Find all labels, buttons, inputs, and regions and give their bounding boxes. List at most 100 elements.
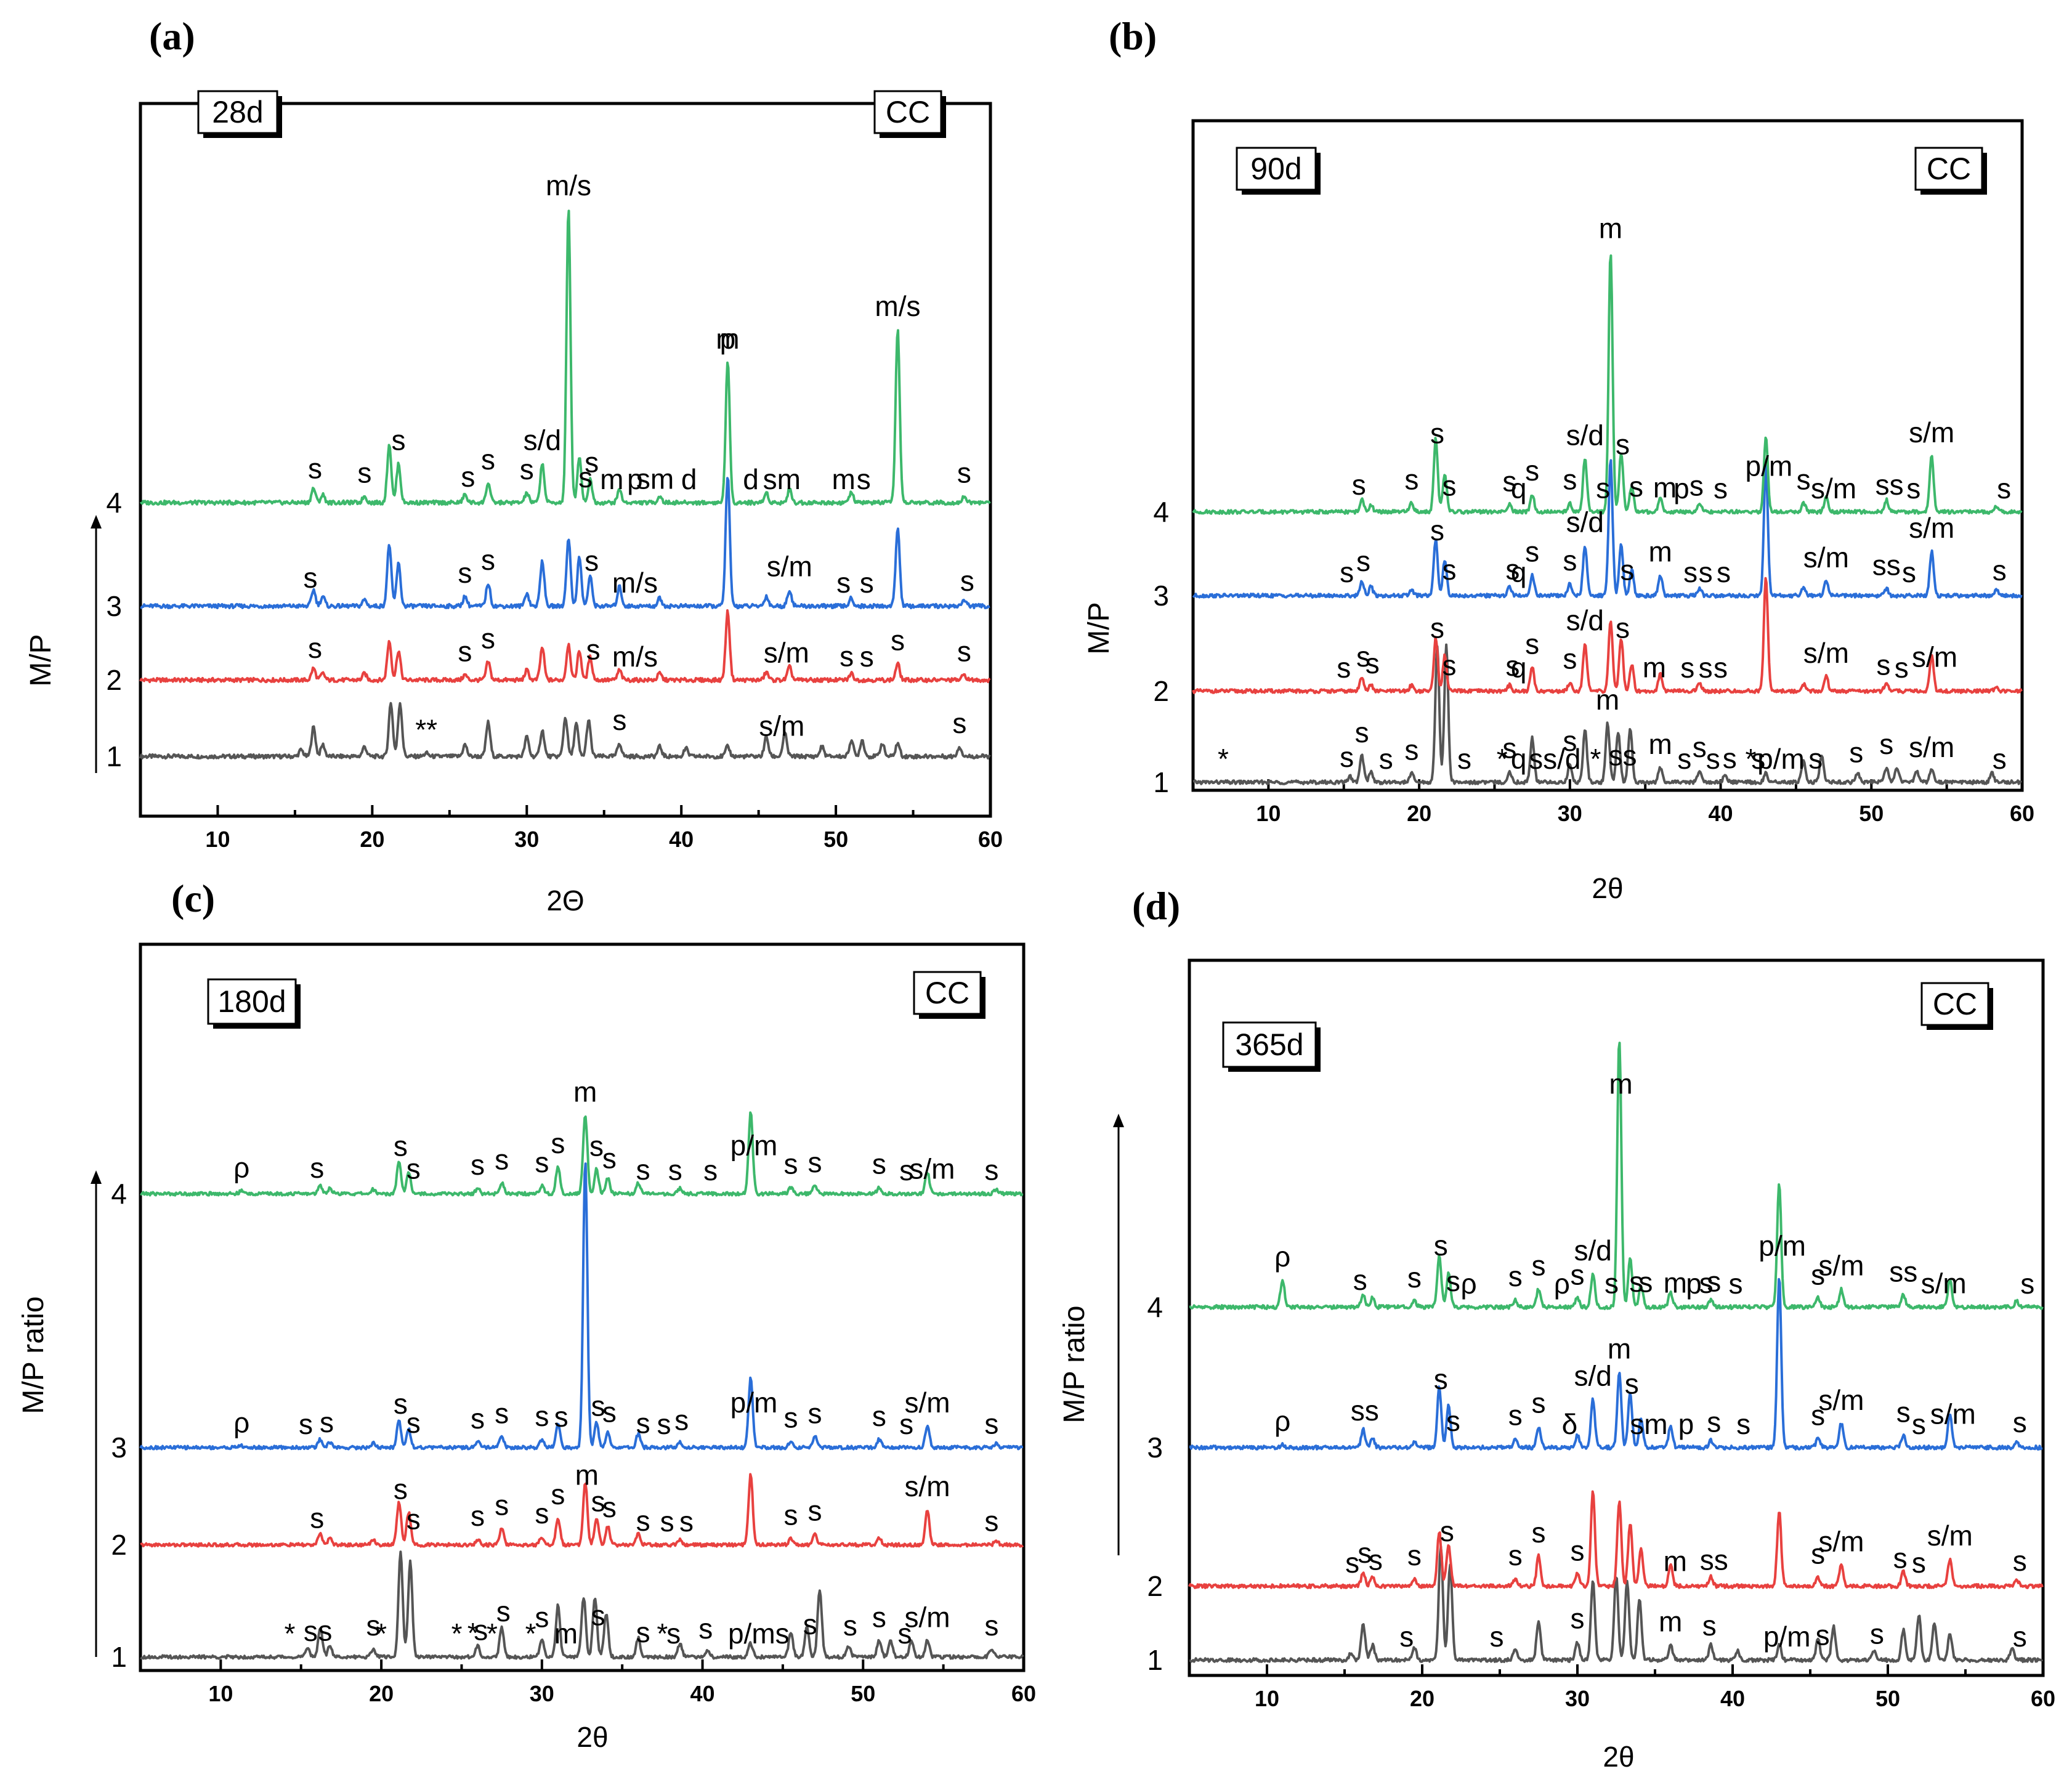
- cement-box-text: CC: [925, 976, 969, 1010]
- peak-label: s: [1620, 554, 1634, 586]
- x-tick-label: 30: [514, 827, 539, 852]
- age-box-text: 28d: [212, 95, 263, 129]
- peak-label: *: [467, 1617, 479, 1649]
- peak-label: s: [984, 1610, 998, 1642]
- peak-label: *: [451, 1618, 463, 1650]
- peak-label: s: [840, 640, 854, 672]
- peak-label: ss/d: [1529, 743, 1580, 775]
- peak-label: s: [481, 622, 495, 654]
- peak-label: s: [1797, 464, 1811, 496]
- peak-label: m: [832, 463, 855, 495]
- peak-label: s: [1356, 641, 1370, 673]
- peak-label: s: [407, 1153, 421, 1185]
- peak-label: ρ: [1554, 1268, 1570, 1300]
- age-box: [1236, 147, 1317, 191]
- peak-label: p/m: [1758, 1229, 1806, 1262]
- peak-label: s: [1366, 647, 1380, 679]
- peak-label: s: [636, 1407, 650, 1439]
- peak-label: s: [1808, 743, 1823, 775]
- plot-frame: [1188, 958, 2045, 1677]
- peak-label: s: [1707, 1406, 1721, 1438]
- peak-label: s: [1440, 1515, 1454, 1547]
- peak-label: s: [1997, 472, 2011, 504]
- peak-label: ss: [1876, 469, 1904, 501]
- peak-label: s: [957, 636, 971, 668]
- series-label-4: 4: [1147, 1291, 1163, 1323]
- peak-label: s: [1876, 649, 1890, 681]
- cement-box: [1920, 982, 1989, 1026]
- peak-label: ss: [1700, 1544, 1728, 1576]
- peak-label: m: [716, 323, 739, 355]
- peak-label: s: [1352, 469, 1366, 501]
- peak-label: s: [1379, 743, 1393, 775]
- peak-label: p/m: [1757, 743, 1805, 775]
- peak-label: *: [1746, 743, 1757, 775]
- peak-label: s: [1532, 1387, 1546, 1419]
- x-tick-label: 60: [2010, 801, 2034, 826]
- peak-label: p/ms: [728, 1618, 790, 1650]
- peak-label: d: [743, 463, 759, 495]
- peak-label: m: [600, 463, 623, 495]
- cement-box-text: CC: [1933, 987, 1977, 1021]
- peak-label: s: [1729, 1268, 1743, 1300]
- peak-label: s/d: [1566, 604, 1604, 636]
- peak-label: s: [1457, 743, 1471, 775]
- peak-label: *: [1218, 743, 1229, 775]
- series-label-4: 4: [111, 1178, 127, 1210]
- x-axis-label: 2θ: [577, 1721, 608, 1753]
- plot-frame: [1191, 119, 2024, 792]
- peak-label: *: [657, 1618, 668, 1650]
- peak-label: s: [984, 1505, 998, 1537]
- peak-label: s: [461, 461, 475, 493]
- peak-label: p: [720, 323, 736, 355]
- series-2-trace: [1192, 577, 2023, 694]
- series-4-trace: [1192, 254, 2023, 515]
- age-box-text: 180d: [217, 984, 286, 1019]
- peak-label: s/m: [905, 1602, 950, 1634]
- series-order-arrowhead: [1113, 1114, 1124, 1127]
- peak-label: m: [575, 1459, 599, 1491]
- peak-label: s: [304, 1615, 318, 1647]
- peak-label: s: [318, 1614, 332, 1646]
- peak-label: s: [860, 641, 874, 673]
- peak-label: s: [458, 557, 472, 589]
- series-label-1: 1: [106, 740, 122, 772]
- peak-label: s/m: [1930, 1398, 1976, 1430]
- peak-label: m: [1643, 652, 1666, 684]
- x-tick-label: 50: [1859, 801, 1884, 826]
- series-1-trace: [139, 702, 991, 760]
- peak-label: s: [1736, 1408, 1750, 1440]
- peak-label: s: [1430, 418, 1444, 450]
- peak-label: s/m: [1818, 1384, 1864, 1416]
- peak-label: s: [535, 1497, 549, 1529]
- series-label-2: 2: [111, 1529, 127, 1561]
- peak-label: s: [551, 1127, 565, 1159]
- x-tick-label: 60: [978, 827, 1003, 852]
- x-tick-label: 50: [851, 1681, 875, 1706]
- peak-label: s: [357, 456, 371, 488]
- peak-label: s: [394, 1473, 408, 1505]
- peak-label: s: [1702, 1610, 1717, 1642]
- series-order-arrowhead: [91, 1170, 102, 1184]
- peak-label: s: [984, 1408, 998, 1440]
- series-label-1: 1: [111, 1641, 127, 1673]
- peak-label: s: [1340, 741, 1354, 773]
- peak-label: s: [535, 1146, 549, 1178]
- peak-label: s: [585, 545, 599, 577]
- peak-label: s: [586, 634, 601, 666]
- age-box: [1222, 1021, 1317, 1068]
- peak-label: s: [803, 1608, 817, 1640]
- peak-label: s: [591, 1485, 605, 1517]
- peak-label: s: [957, 456, 971, 488]
- peak-label: s: [1532, 1517, 1546, 1549]
- series-4-trace: [140, 1111, 1024, 1197]
- peak-label: sm: [1630, 1408, 1667, 1440]
- peak-label: s: [1683, 556, 1698, 588]
- peak-label: s: [1879, 728, 1893, 760]
- peak-label: s: [535, 1400, 549, 1432]
- series-label-2: 2: [106, 664, 122, 696]
- peak-label: s: [1353, 1264, 1367, 1296]
- age-box-text: 90d: [1250, 152, 1301, 186]
- peak-label: s: [1505, 650, 1520, 682]
